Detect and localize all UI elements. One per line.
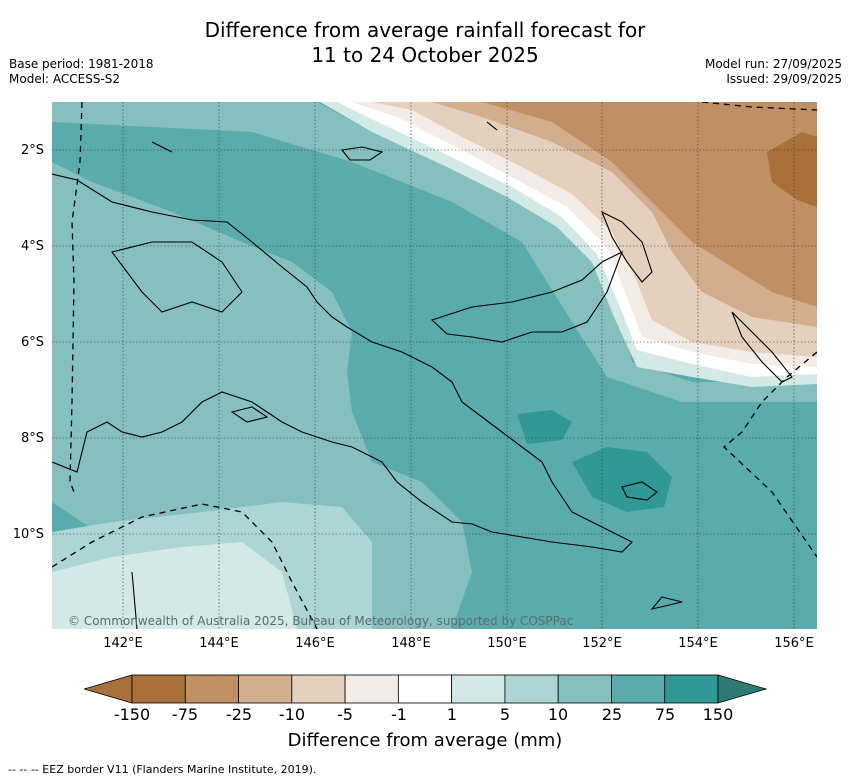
lat-label-8s: 8°S <box>20 431 44 446</box>
title-line-1: Difference from average rainfall forecas… <box>204 18 646 42</box>
colorbar-segments <box>131 674 719 704</box>
cb-tick: 25 <box>601 705 623 724</box>
cb-tick: -10 <box>278 705 306 724</box>
lon-label-142e: 142°E <box>103 636 143 651</box>
graticule <box>52 102 817 629</box>
issued-date: Issued: 29/09/2025 <box>726 72 842 86</box>
colorbar-bin <box>184 674 239 704</box>
lat-label-6s: 6°S <box>20 335 44 350</box>
colorbar-bin <box>344 674 399 704</box>
lat-label-10s: 10°S <box>12 527 44 542</box>
shade-75-150-a <box>517 410 572 444</box>
colorbar-bin <box>611 674 666 704</box>
colorbar-label: Difference from average (mm) <box>287 730 563 751</box>
copyright-notice: © Commonwealth of Australia 2025, Bureau… <box>68 614 574 628</box>
colorbar-low-extension <box>84 674 133 704</box>
lon-label-154e: 154°E <box>678 636 718 651</box>
meta-left: Base period: 1981-2018 Model: ACCESS-S2 <box>9 57 154 87</box>
coastline <box>52 121 793 629</box>
model-name: Model: ACCESS-S2 <box>9 72 121 86</box>
colorbar-bin <box>238 674 293 704</box>
cb-tick: -25 <box>225 705 253 724</box>
title-line-2: 11 to 24 October 2025 <box>311 43 539 67</box>
shade-minus150-minus75 <box>767 132 817 207</box>
meta-right: Model run: 27/09/2025 Issued: 29/09/2025 <box>705 57 842 87</box>
colorbar-bin <box>291 674 346 704</box>
chart-title: Difference from average rainfall forecas… <box>0 18 850 68</box>
cb-tick: -1 <box>391 705 407 724</box>
cb-tick: 75 <box>654 705 676 724</box>
rainfall-map <box>52 102 817 629</box>
cb-tick: 5 <box>499 705 511 724</box>
shade-minus75-minus25 <box>482 102 817 307</box>
colorbar-bin <box>557 674 612 704</box>
lon-label-152e: 152°E <box>582 636 622 651</box>
shade-10-25 <box>52 162 472 629</box>
cb-tick: -150 <box>113 705 151 724</box>
lat-label-2s: 2°S <box>20 143 44 158</box>
colorbar-bin <box>131 674 186 704</box>
cb-tick: -5 <box>337 705 353 724</box>
lon-label-150e: 150°E <box>487 636 527 651</box>
colorbar-bin <box>504 674 559 704</box>
cb-tick: -75 <box>171 705 199 724</box>
base-period: Base period: 1981-2018 <box>9 57 154 71</box>
cb-tick: 150 <box>702 705 734 724</box>
colorbar-bin <box>664 674 719 704</box>
cb-tick: 10 <box>547 705 569 724</box>
lat-label-4s: 4°S <box>20 239 44 254</box>
lon-label-144e: 144°E <box>199 636 239 651</box>
lon-label-156e: 156°E <box>774 636 814 651</box>
cb-tick: 1 <box>446 705 458 724</box>
shade-1-5 <box>52 542 297 629</box>
shade-75-150-b <box>572 447 672 512</box>
lon-label-148e: 148°E <box>391 636 431 651</box>
colorbar-bin <box>451 674 506 704</box>
model-run: Model run: 27/09/2025 <box>704 57 842 71</box>
lon-label-146e: 146°E <box>295 636 335 651</box>
colorbar-high-extension <box>717 674 768 704</box>
eez-border <box>52 102 817 629</box>
colorbar-bin <box>397 674 453 704</box>
eez-footnote: -- -- -- EEZ border V11 (Flanders Marine… <box>8 763 317 776</box>
colorbar <box>84 674 768 704</box>
